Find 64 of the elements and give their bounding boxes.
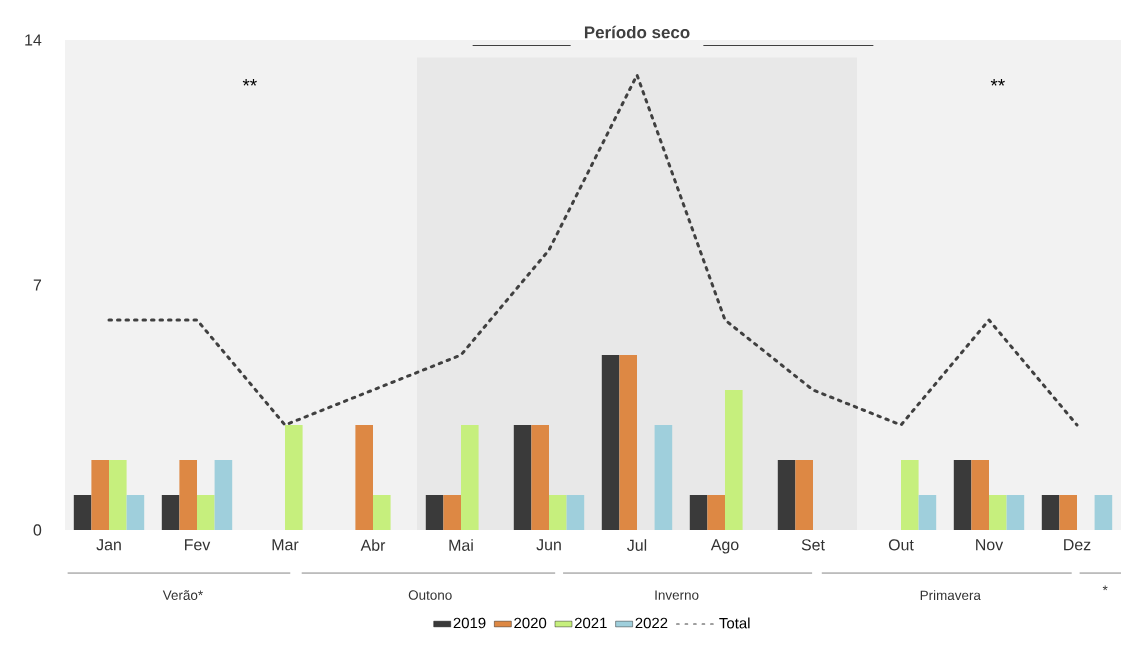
bar — [214, 460, 233, 530]
bar — [953, 460, 972, 530]
bar — [654, 425, 673, 530]
bar — [689, 495, 708, 530]
y-tick-label: 0 — [33, 524, 42, 536]
bar — [126, 495, 145, 530]
legend-label: 2020 — [514, 617, 547, 629]
bar — [777, 460, 796, 530]
bar — [355, 425, 373, 530]
bar — [901, 460, 919, 530]
text: Verão* — [162, 590, 203, 600]
x-tick-label: Mar — [272, 539, 299, 551]
bar — [513, 425, 532, 530]
bar — [1094, 495, 1113, 530]
legend-label: 2019 — [453, 617, 486, 629]
x-tick-label: Nov — [976, 539, 1004, 551]
text: Outono — [408, 590, 452, 600]
bar — [109, 460, 127, 530]
text: Primavera — [920, 590, 981, 601]
bar — [1006, 495, 1025, 530]
x-tick-label: Mai — [449, 539, 473, 551]
bar — [549, 495, 567, 530]
bar — [179, 460, 197, 530]
bar — [373, 495, 391, 530]
bar — [425, 495, 444, 530]
bar — [566, 495, 585, 530]
bar — [531, 425, 549, 530]
bar — [285, 425, 303, 530]
bar — [443, 495, 461, 530]
bar — [1041, 495, 1060, 530]
bar — [91, 460, 109, 530]
legend-label: Total — [719, 617, 750, 629]
x-tick-label: Set — [801, 539, 825, 551]
line-series — [107, 73, 1079, 427]
legend-label: 2021 — [574, 617, 607, 629]
text: * — [1102, 585, 1108, 591]
bar — [1059, 495, 1077, 530]
bar — [461, 425, 479, 530]
bar — [619, 355, 637, 530]
bar — [989, 495, 1007, 530]
x-tick-label: Fev — [185, 539, 211, 551]
bar — [918, 495, 937, 530]
x-tick-label: Jul — [627, 539, 647, 551]
annotation: ** — [242, 78, 257, 86]
x-tick-label: Ago — [710, 539, 739, 554]
x-tick-label: Jan — [96, 539, 121, 551]
bar — [725, 390, 743, 530]
annotation: ** — [990, 78, 1005, 86]
text: Inverno — [655, 590, 699, 600]
bar — [161, 495, 180, 530]
x-tick-label: Jun — [536, 539, 561, 551]
bar — [971, 460, 989, 530]
x-tick-label: Dez — [1064, 539, 1091, 551]
bar — [601, 355, 620, 530]
bar — [73, 495, 92, 530]
x-tick-label: Abr — [360, 539, 386, 551]
x-tick-label: Out — [888, 539, 914, 551]
bar — [795, 460, 813, 530]
bar — [707, 495, 725, 530]
y-tick-label: 7 — [33, 279, 42, 291]
y-tick-label: 14 — [25, 34, 42, 46]
band-label: Período seco — [584, 25, 690, 39]
bar — [197, 495, 215, 530]
legend-label: 2022 — [635, 617, 668, 629]
